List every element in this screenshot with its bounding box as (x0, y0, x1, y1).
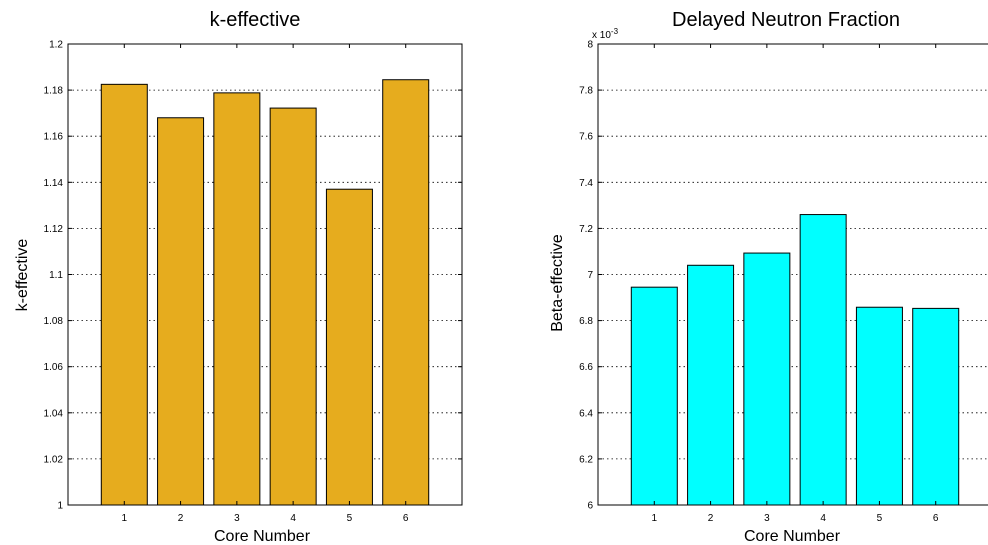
bar-core-1 (630, 286, 678, 506)
y-tick-label: 7.2 (579, 224, 593, 235)
chart-title: k-effective (210, 9, 301, 31)
y-tick-label: 1.14 (44, 178, 64, 189)
bar-core-1 (100, 83, 148, 506)
y-tick-label: 1.2 (49, 40, 63, 51)
x-tick-label: 2 (708, 513, 714, 524)
y-tick-label: 7.4 (579, 178, 593, 189)
bar-core-2 (687, 264, 735, 506)
axis-multiplier: x 10-3 (592, 27, 619, 41)
y-tick-label: 1.12 (44, 224, 64, 235)
x-tick-label: 1 (122, 513, 128, 524)
plot-frame (597, 43, 988, 506)
axis-multiplier-base: x 10 (592, 30, 611, 41)
x-tick-label: 2 (178, 513, 184, 524)
y-tick-label: 1 (57, 501, 63, 512)
x-axis-label: Core Number (744, 528, 841, 545)
x-tick-label: 6 (933, 513, 939, 524)
x-tick-label: 3 (764, 513, 770, 524)
x-tick-label: 5 (877, 513, 883, 524)
ticks: 6 6.2 6.4 6.6 6.8 7 7.2 7.4 7.6 7.8 8 1 2 3 4 5 6 (579, 40, 939, 525)
y-tick-label: 1.06 (44, 362, 64, 373)
bar-core-4 (269, 107, 317, 506)
y-tick-label: 1.02 (44, 454, 64, 465)
x-axis-label: Core Number (214, 528, 311, 545)
y-tick-label: 7.6 (579, 132, 593, 143)
y-tick-label: 1.18 (44, 86, 64, 97)
k-effective-chart: k-effective k-effective Core Number 1 1.0… (14, 9, 463, 545)
axis-multiplier-exponent: -3 (611, 27, 619, 36)
x-tick-label: 1 (652, 513, 658, 524)
y-tick-label: 6.8 (579, 316, 593, 327)
bar-core-4 (799, 214, 847, 506)
delayed-neutron-fraction-chart: Delayed Neutron Fraction Beta-effective … (549, 9, 988, 545)
y-tick-label: 1.04 (44, 408, 64, 419)
x-tick-label: 3 (234, 513, 240, 524)
y-axis-label: Beta-effective (549, 234, 566, 332)
bars (630, 214, 960, 506)
bar-core-3 (213, 92, 261, 506)
y-tick-label: 1.16 (44, 132, 64, 143)
y-tick-label: 6 (587, 501, 593, 512)
y-tick-label: 7 (587, 270, 593, 281)
y-tick-label: 8 (587, 40, 593, 51)
y-tick-label: 1.08 (44, 316, 64, 327)
x-tick-label: 4 (820, 513, 826, 524)
bars (100, 79, 430, 506)
x-tick-label: 4 (290, 513, 296, 524)
bar-core-2 (157, 117, 205, 506)
x-tick-label: 5 (347, 513, 353, 524)
plot-frame (67, 43, 463, 506)
bar-core-5 (325, 188, 373, 506)
bar-core-6 (382, 79, 430, 506)
y-tick-label: 6.2 (579, 454, 593, 465)
y-tick-label: 7.8 (579, 86, 593, 97)
x-tick-label: 6 (403, 513, 409, 524)
ticks: 1 1.02 1.04 1.06 1.08 1.1 1.12 1.14 1.16 1.18 1.2 1… (44, 40, 462, 524)
y-tick-label: 1.1 (49, 270, 63, 281)
bar-core-6 (912, 307, 960, 506)
bar-core-5 (855, 306, 903, 506)
y-tick-label: 6.6 (579, 362, 593, 373)
bar-core-3 (743, 252, 791, 506)
y-axis-label: k-effective (14, 239, 31, 312)
y-tick-label: 6.4 (579, 408, 593, 419)
chart-title: Delayed Neutron Fraction (672, 9, 900, 31)
